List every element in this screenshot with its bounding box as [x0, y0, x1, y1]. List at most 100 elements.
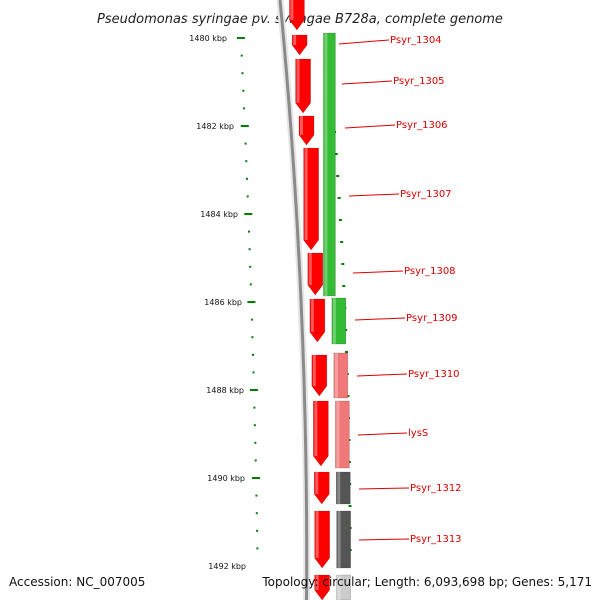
reverse-gene-pink [335, 400, 350, 469]
scale-tick-major [244, 213, 253, 215]
forward-gene-arrow-highlight [315, 511, 319, 558]
scale-tick-minor [249, 265, 252, 268]
svg-text:Psyr_1309: Psyr_1309 [406, 313, 458, 324]
gene-labels: Psyr_1304 Psyr_1305 Psyr_1306 Psyr_1307 … [338, 35, 462, 545]
scale-tick-minor [250, 318, 253, 321]
forward-gene-arrow-highlight [300, 116, 304, 135]
forward-gene-arrow-highlight [315, 575, 319, 590]
strand-tick [345, 351, 348, 353]
strand-tick [347, 461, 351, 463]
scale-tick-minor [248, 230, 250, 233]
scale-label: 1492 kbp [208, 562, 246, 571]
strand-tick [334, 153, 338, 155]
gene-label-psyr-1310[interactable]: Psyr_1310 [356, 369, 460, 380]
strand-tick [338, 219, 342, 221]
strand-tick [342, 285, 346, 287]
strand-tick [336, 175, 340, 177]
scale-tick-minor [243, 107, 246, 110]
scale-label: 1482 kbp [196, 122, 234, 131]
forward-gene-arrow-highlight [308, 253, 312, 285]
svg-text:lysS: lysS [408, 428, 428, 439]
gene-label-psyr-1308[interactable]: Psyr_1308 [352, 266, 456, 277]
genome-backbone [276, 0, 311, 600]
svg-text:Psyr_1313: Psyr_1313 [410, 534, 462, 545]
forward-gene-arrow-highlight [315, 472, 319, 494]
svg-text:Psyr_1304: Psyr_1304 [390, 35, 442, 46]
svg-text:Psyr_1305: Psyr_1305 [393, 76, 445, 87]
genome-summary: Topology: circular; Length: 6,093,698 bp… [261, 575, 592, 589]
scale-label: 1484 kbp [200, 210, 238, 219]
reverse-gene-gray [336, 574, 351, 600]
scale-tick-minor [253, 406, 256, 409]
accession-text: Accession: NC_007005 [9, 575, 145, 589]
forward-gene-arrow [314, 510, 330, 569]
svg-text:Psyr_1312: Psyr_1312 [410, 483, 462, 494]
gene-label-psyr-1306[interactable]: Psyr_1306 [344, 120, 448, 131]
scale-tick-minor [240, 54, 243, 57]
gene-label-psyr-1307[interactable]: Psyr_1307 [348, 189, 452, 200]
forward-gene-arrow-highlight [314, 401, 318, 456]
gene-label-lyss[interactable]: lysS [357, 428, 428, 439]
forward-gene-arrow-highlight [296, 59, 300, 103]
forward-gene-arrow-highlight [304, 148, 308, 240]
forward-gene-arrow [314, 574, 330, 600]
scale-tick-minor [245, 160, 248, 163]
scale-label: 1480 kbp [189, 34, 227, 43]
scale-tick-minor [255, 512, 258, 515]
scale-tick-minor [256, 529, 259, 532]
strand-tick [337, 197, 341, 199]
scale-tick-minor [242, 89, 245, 92]
scale-tick-minor [246, 177, 248, 180]
forward-gene-arrow [307, 252, 324, 296]
scale-tick-minor [244, 142, 247, 145]
scale-label: 1486 kbp [204, 298, 242, 307]
forward-gene-arrow [309, 298, 326, 343]
scale-tick-major [240, 125, 249, 127]
svg-text:Psyr_1310: Psyr_1310 [408, 369, 460, 380]
scale-tick-minor [248, 248, 251, 251]
gene-label-psyr-1309[interactable]: Psyr_1309 [354, 313, 458, 324]
scale-tick-minor [254, 441, 257, 444]
strand-tick [348, 505, 352, 507]
scale-tick-minor [246, 195, 249, 198]
reverse-strand-genes [323, 32, 351, 600]
scale-tick-major [236, 37, 245, 39]
reverse-gene-pink-highlight [334, 353, 338, 398]
scale-tick-minor [252, 353, 254, 356]
forward-gene-arrow-highlight [293, 35, 297, 45]
forward-gene-arrow [298, 115, 315, 146]
svg-text:Psyr_1308: Psyr_1308 [404, 266, 456, 277]
forward-gene-arrow-highlight [290, 0, 294, 20]
svg-text:Psyr_1307: Psyr_1307 [400, 189, 452, 200]
reverse-gene-gray-highlight [337, 575, 341, 600]
gene-label-psyr-1312[interactable]: Psyr_1312 [358, 483, 462, 494]
forward-gene-arrow [289, 0, 305, 31]
gene-label-psyr-1305[interactable]: Psyr_1305 [341, 76, 445, 87]
reverse-gene-gray [336, 510, 351, 569]
scale-tick-minor [254, 459, 257, 462]
scale-tick-minor [253, 424, 256, 427]
strand-tick [346, 395, 350, 397]
reverse-gene-green [323, 32, 336, 297]
forward-gene-arrow-highlight [312, 355, 316, 386]
scale-tick-minor [255, 494, 258, 497]
reverse-gene-gray [335, 471, 351, 505]
strand-tick [341, 263, 345, 265]
reverse-gene-pink [333, 352, 349, 399]
forward-strand-genes [289, 0, 330, 600]
reverse-gene-gray-highlight [337, 472, 341, 504]
scale-label: 1490 kbp [207, 474, 245, 483]
forward-gene-arrow-highlight [310, 299, 314, 332]
scale-tick-minor [249, 283, 252, 286]
strand-tick [340, 241, 344, 243]
backbone-line [278, 0, 309, 600]
reverse-gene-pink-highlight [336, 401, 340, 468]
gene-label-psyr-1304[interactable]: Psyr_1304 [338, 35, 442, 46]
scale-tick-minor [252, 371, 255, 374]
scale-tick-minor [256, 547, 259, 550]
reverse-gene-gray-highlight [337, 511, 341, 568]
forward-gene-arrow [295, 58, 311, 114]
forward-gene-arrow [303, 147, 319, 251]
svg-text:Psyr_1306: Psyr_1306 [396, 120, 448, 131]
gene-label-psyr-1313[interactable]: Psyr_1313 [358, 534, 462, 545]
